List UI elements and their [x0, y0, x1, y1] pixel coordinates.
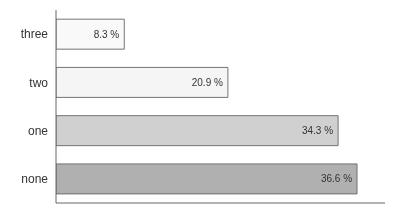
svg-text:20.9 %: 20.9 %: [192, 77, 223, 88]
svg-text:8.3 %: 8.3 %: [94, 29, 120, 40]
svg-text:three: three: [21, 27, 49, 41]
svg-text:36.6 %: 36.6 %: [321, 173, 352, 184]
svg-text:two: two: [29, 76, 48, 90]
svg-text:one: one: [28, 124, 48, 138]
svg-text:34.3 %: 34.3 %: [302, 125, 333, 136]
svg-text:none: none: [21, 172, 48, 186]
